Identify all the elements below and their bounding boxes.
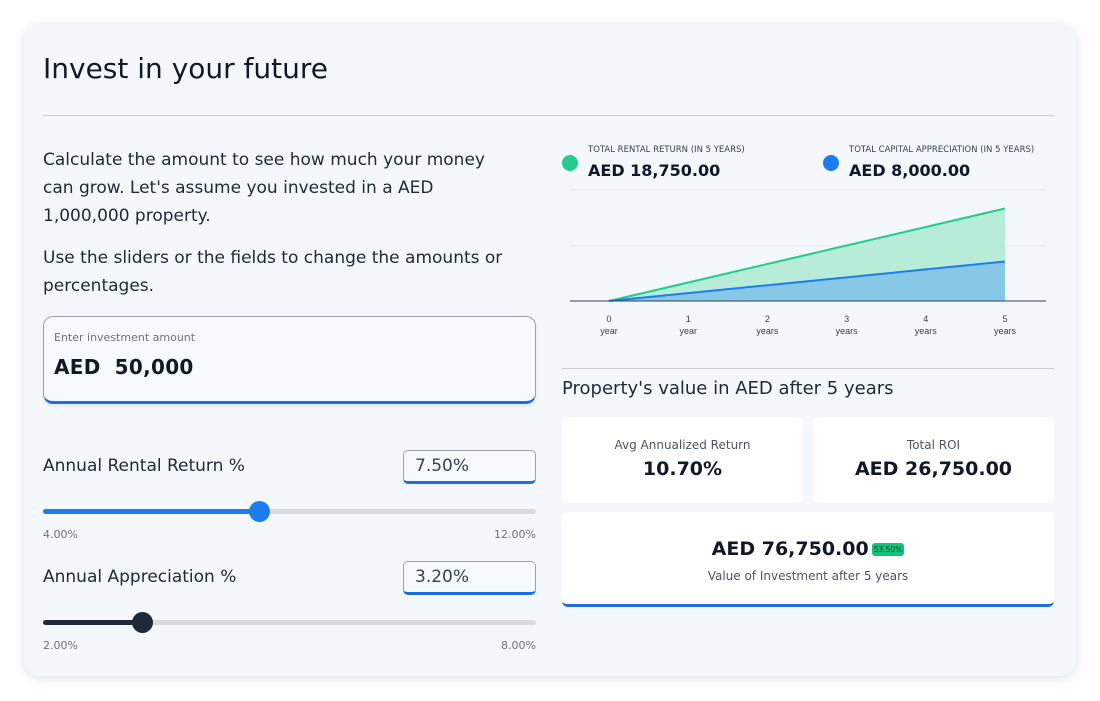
legend-appreciation: TOTAL CAPITAL APPRECIATION (IN 5 YEARS) …	[823, 145, 1034, 180]
investment-amount-number[interactable]: 50,000	[114, 355, 194, 379]
avg-return-value: 10.70%	[642, 458, 723, 480]
investment-value-label: Value of Investment after 5 years	[707, 569, 909, 583]
avg-return-label: Avg Annualized Return	[614, 438, 751, 452]
x-tick-number: 5	[1002, 314, 1007, 324]
appreciation-slider-thumb[interactable]	[131, 612, 153, 633]
appreciation-label: Annual Appreciation %	[43, 567, 237, 587]
rental-legend-value: AED 18,750.00	[588, 161, 721, 180]
appreciation-slider-fill	[43, 620, 142, 625]
growth-area-chart: 0 year 1 year 2 years 3 years 4 years 5 years	[570, 189, 1046, 336]
avg-return-card: Avg Annualized Return 10.70%	[562, 417, 803, 503]
rental-return-max: 12.00%	[494, 528, 536, 541]
rental-legend-dot	[562, 155, 578, 171]
header-divider	[43, 115, 1054, 116]
appreciation-legend-dot	[823, 155, 839, 171]
series-area-1	[609, 261, 1005, 301]
instructions-paragraph: Use the sliders or the fields to change …	[43, 248, 503, 296]
x-tick-unit: years	[836, 326, 859, 336]
investment-amount-value[interactable]: AED 50,000	[54, 355, 194, 379]
currency-label: AED	[54, 355, 101, 379]
results-title: Property's value in AED after 5 years	[562, 378, 894, 399]
total-roi-value: AED 26,750.00	[854, 458, 1013, 480]
investment-amount-label: Enter investment amount	[54, 331, 196, 344]
rental-return-input[interactable]: 7.50%	[403, 450, 536, 484]
appreciation-slider[interactable]	[43, 612, 536, 633]
x-tick-unit: years	[756, 326, 779, 336]
investment-amount-field[interactable]: Enter investment amount AED 50,000	[43, 316, 536, 404]
rental-return-label: Annual Rental Return %	[43, 456, 245, 476]
x-tick-number: 2	[765, 314, 770, 324]
total-roi-card: Total ROI AED 26,750.00	[813, 417, 1054, 503]
appreciation-min: 2.00%	[43, 639, 78, 652]
appreciation-max: 8.00%	[501, 639, 536, 652]
x-tick-number: 3	[844, 314, 849, 324]
rental-return-slider-thumb[interactable]	[248, 501, 270, 522]
appreciation-legend-value: AED 8,000.00	[849, 161, 971, 180]
results-divider	[562, 368, 1054, 369]
x-tick-number: 4	[923, 314, 928, 324]
appreciation-input[interactable]: 3.20%	[403, 561, 536, 595]
series-line-1	[608, 260, 1006, 302]
growth-badge: 53.50%	[871, 543, 905, 556]
rental-return-slider-fill	[43, 509, 259, 514]
appreciation-legend-caption: TOTAL CAPITAL APPRECIATION (IN 5 YEARS)	[849, 145, 1035, 155]
investment-value-amount: AED 76,750.00	[711, 538, 869, 560]
rental-return-slider[interactable]	[43, 501, 536, 522]
legend-rental: TOTAL RENTAL RETURN (IN 5 YEARS) AED 18,…	[562, 145, 745, 180]
x-tick-unit: years	[915, 326, 938, 336]
rental-legend-caption: TOTAL RENTAL RETURN (IN 5 YEARS)	[588, 145, 745, 155]
x-tick-number: 0	[606, 314, 611, 324]
total-roi-label: Total ROI	[906, 438, 961, 452]
series-line-0	[608, 207, 1006, 302]
x-tick-unit: year	[679, 326, 697, 336]
rental-return-min: 4.00%	[43, 528, 78, 541]
page-title: Invest in your future	[43, 52, 329, 85]
intro-paragraph: Calculate the amount to see how much you…	[43, 150, 485, 226]
x-tick-unit: year	[600, 326, 618, 336]
x-tick-unit: years	[994, 326, 1017, 336]
x-tick-number: 1	[686, 314, 691, 324]
investment-value-card: AED 76,750.00 53.50% Value of Investment …	[562, 512, 1054, 607]
